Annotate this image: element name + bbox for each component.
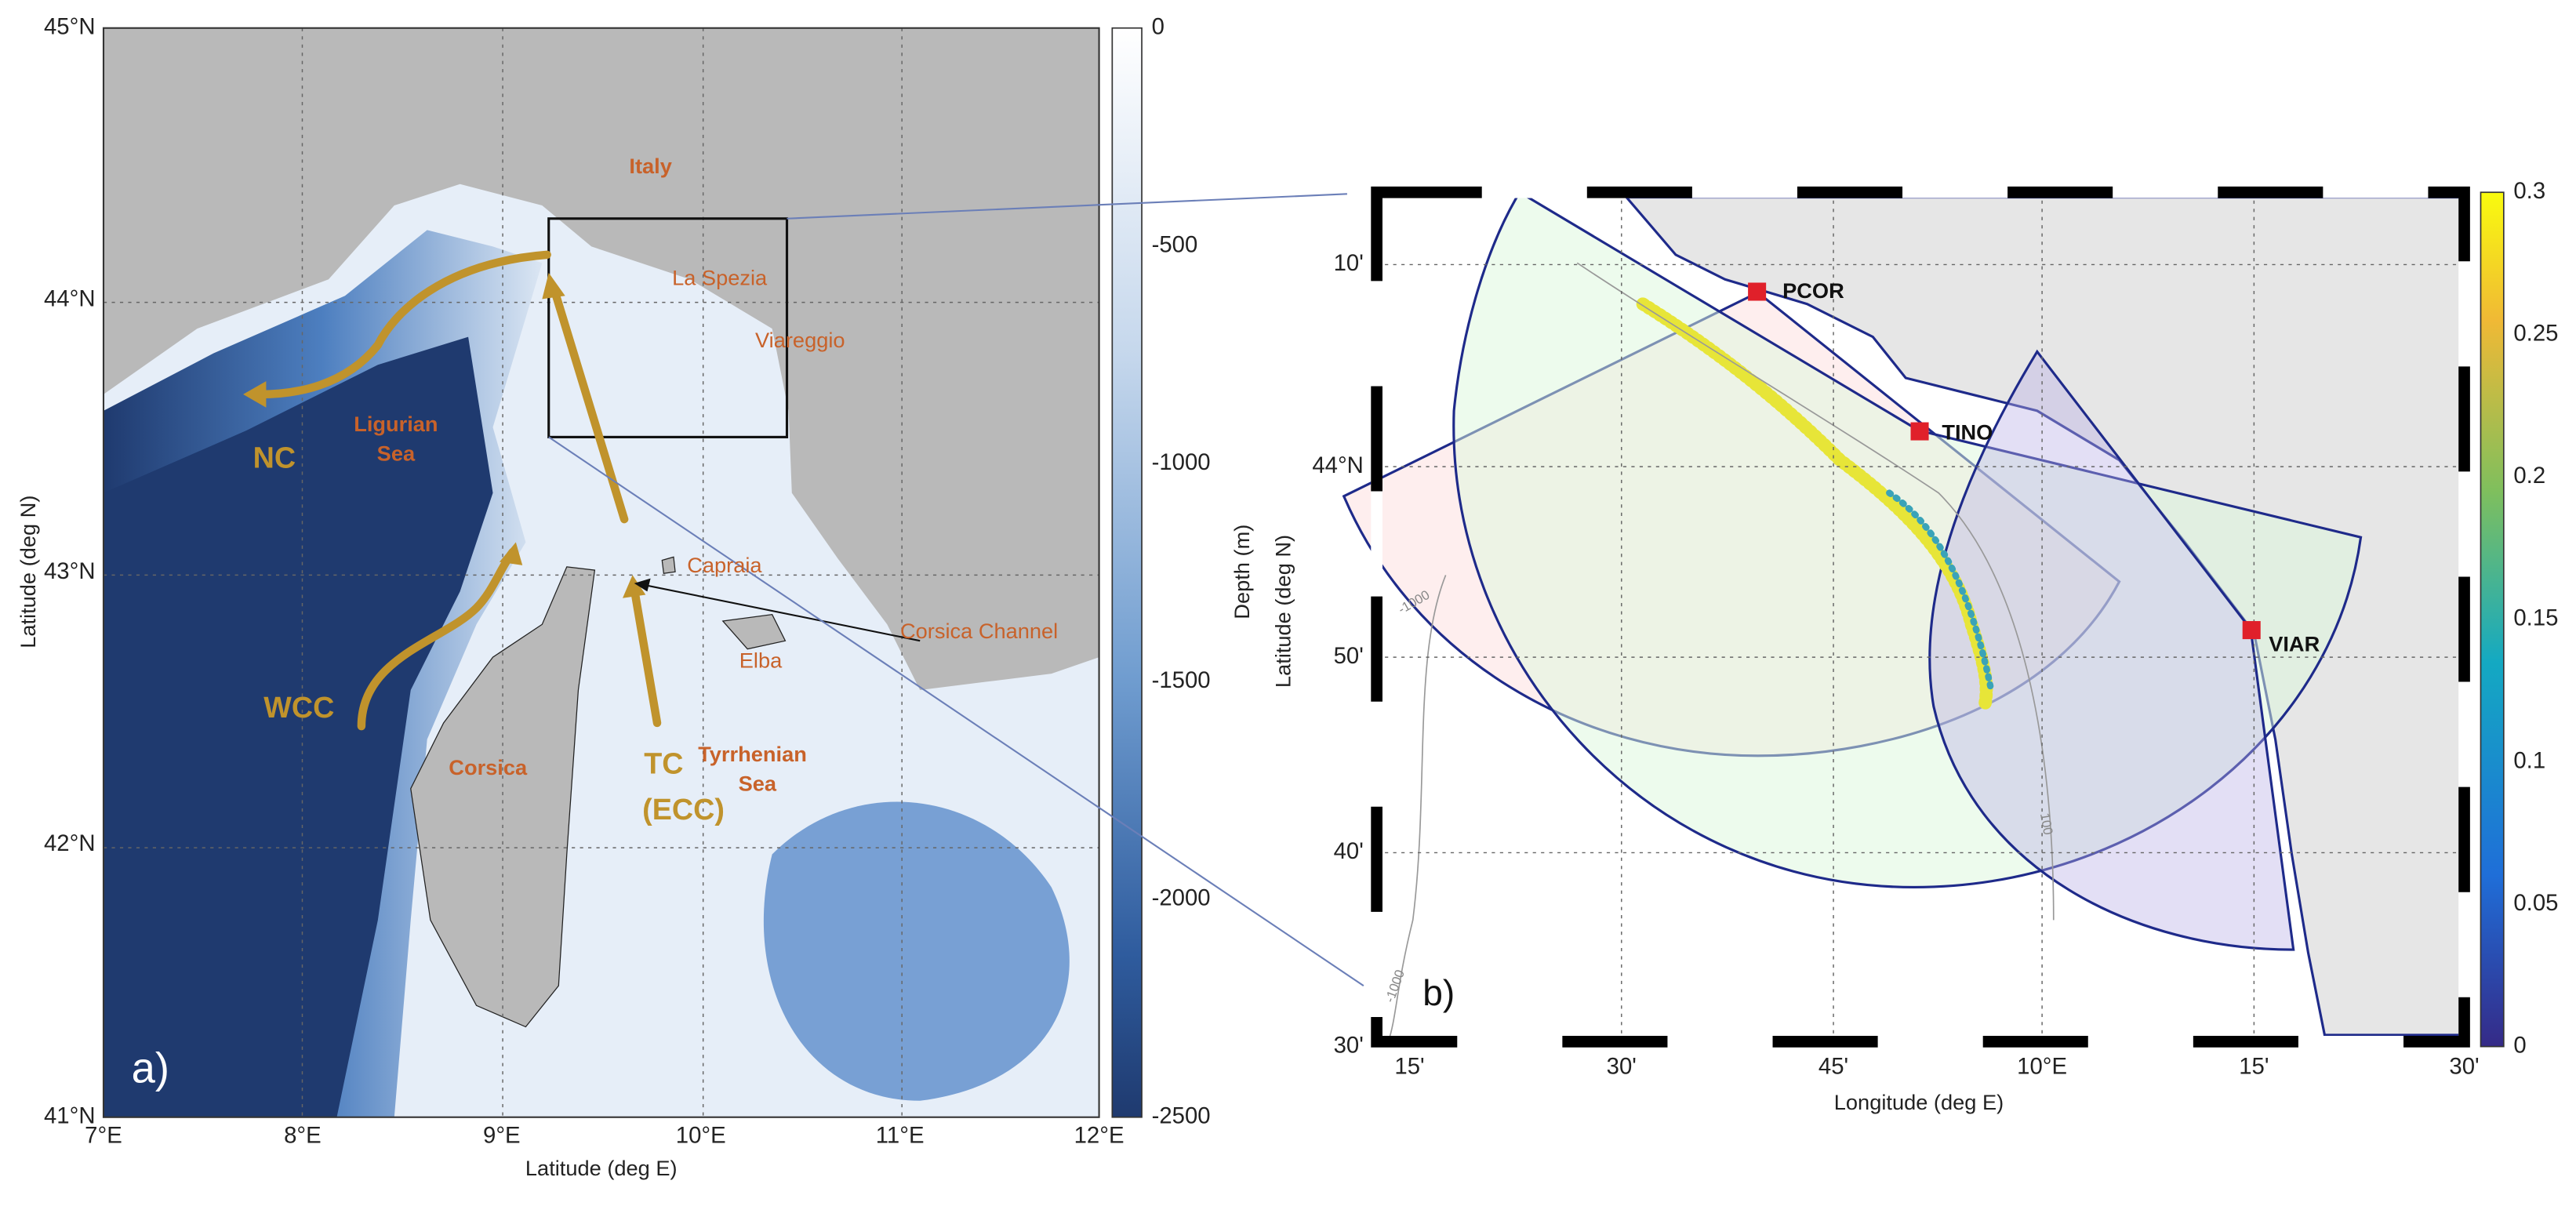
x-tick-label: 9°E	[483, 1123, 521, 1149]
colorbar-tick-label: -2500	[1152, 1102, 1211, 1128]
panel-b-map	[1342, 186, 2470, 1048]
tick-labels: 7°E 8°E 9°E 10°E 11°E 12°E 45°N 44°N 43°N 42°N 41°…	[44, 13, 2559, 1148]
x-tick-label: 45'	[1818, 1054, 1848, 1080]
x-tick-label: 7°E	[85, 1123, 122, 1149]
colorbar-tick-label: 0	[2513, 1032, 2526, 1058]
colorbar-tick-label: 0.05	[2513, 890, 2558, 916]
place-label: Capraia	[687, 553, 762, 577]
colorbar-a	[1111, 27, 1143, 1118]
y-tick-label: 44°N	[44, 286, 96, 312]
current-label: TC	[644, 746, 683, 779]
x-tick-label: 15'	[1394, 1054, 1424, 1080]
y-tick-label: 30'	[1334, 1032, 1364, 1058]
current-label: (ECC)	[642, 793, 725, 826]
colorbar-tick-label: -2000	[1152, 885, 1211, 911]
x-tick-label: 30'	[2449, 1054, 2479, 1080]
x-tick-label: 10°E	[2017, 1054, 2067, 1080]
x-axis-label: Longitude (deg E)	[1834, 1090, 2004, 1114]
sea-label: Ligurian	[354, 412, 438, 436]
place-label: Italy	[629, 154, 671, 178]
x-tick-label: 11°E	[876, 1123, 925, 1149]
station-label: VIAR	[2269, 632, 2320, 656]
place-label: La Spezia	[672, 265, 768, 289]
x-tick-label: 30'	[1607, 1054, 1637, 1080]
y-axis-label: Latitude (deg N)	[16, 496, 40, 648]
colorbar-tick-label: 0	[1152, 13, 1164, 39]
station-label: TINO	[1942, 420, 1993, 444]
panel-label: b)	[1422, 972, 1455, 1013]
colorbar-tick-label: 0.3	[2513, 178, 2545, 204]
colorbar-b	[2480, 191, 2505, 1048]
place-label: Viareggio	[755, 328, 845, 352]
panel-label: a)	[132, 1044, 169, 1092]
contour-label: 100	[2037, 812, 2056, 836]
panel-a-map	[102, 27, 1100, 1118]
y-tick-label: 50'	[1334, 643, 1364, 669]
y-tick-label: 41°N	[44, 1102, 96, 1128]
colorbar-tick-label: 0.2	[2513, 463, 2545, 489]
colorbar-tick-label: 0.15	[2513, 605, 2558, 631]
colorbar-tick-label: 0.25	[2513, 321, 2558, 347]
place-label: Corsica	[449, 755, 528, 779]
y-tick-label: 40'	[1334, 838, 1364, 864]
y-tick-label: 44°N	[1312, 452, 1364, 478]
x-axis-label: Latitude (deg E)	[525, 1156, 678, 1180]
colorbar-tick-label: 0.1	[2513, 747, 2545, 773]
y-axis-label: Latitude (deg N)	[1270, 535, 1295, 688]
colorbar-tick-label: -1000	[1152, 449, 1211, 475]
sea-label: Sea	[739, 772, 777, 796]
place-label: Corsica Channel	[900, 619, 1058, 643]
current-label: WCC	[263, 691, 334, 724]
place-label: Elba	[739, 648, 783, 673]
x-tick-label: 8°E	[284, 1123, 322, 1149]
sea-label: Tyrrhenian	[698, 742, 807, 766]
y-tick-label: 43°N	[44, 558, 96, 584]
colorbar-label: Depth (m)	[1230, 525, 1254, 619]
colorbar-tick-label: -500	[1152, 231, 1198, 257]
x-tick-label: 15'	[2239, 1054, 2269, 1080]
sea-label: Sea	[377, 441, 416, 466]
y-tick-label: 10'	[1334, 250, 1364, 276]
y-tick-label: 45°N	[44, 13, 96, 39]
x-tick-label: 12°E	[1074, 1123, 1125, 1149]
x-tick-label: 10°E	[676, 1123, 726, 1149]
current-label: NC	[253, 441, 296, 474]
y-tick-label: 42°N	[44, 830, 96, 856]
colorbar-tick-label: -1500	[1152, 667, 1211, 693]
station-label: PCOR	[1782, 278, 1844, 303]
